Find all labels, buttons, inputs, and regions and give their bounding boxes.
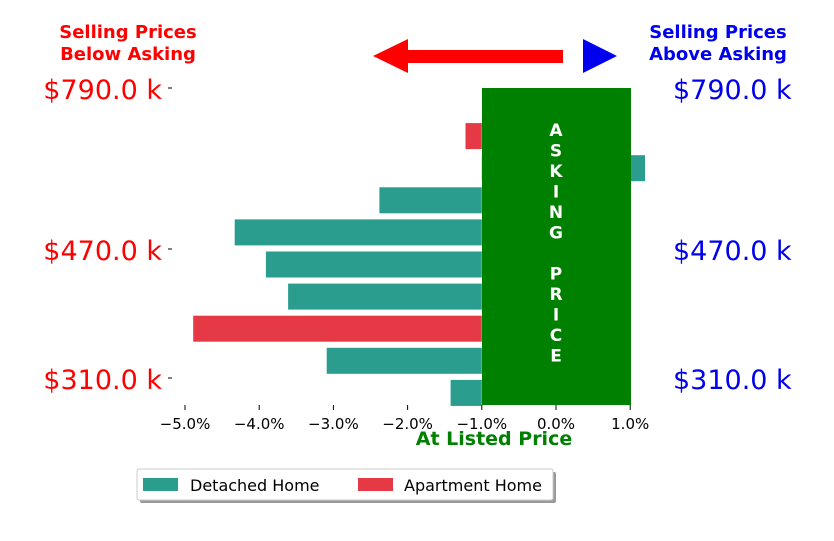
left-price-label-310: $310.0 k: [43, 365, 162, 396]
x-tick-label: −5.0%: [160, 415, 211, 433]
asking-letter: R: [549, 285, 562, 305]
asking-letter: E: [550, 347, 562, 367]
bar-detached-8: [326, 347, 482, 374]
x-axis-label: At Listed Price: [416, 428, 572, 450]
bar-detached-5: [265, 251, 482, 278]
legend: Detached Home Apartment Home: [136, 468, 556, 503]
asking-letter: G: [549, 224, 563, 244]
bar-detached-9: [450, 379, 482, 406]
bar-detached-4: [234, 219, 482, 246]
left-arrow-icon: [373, 39, 563, 73]
below-asking-label-line1: Selling Prices: [59, 22, 196, 43]
below-asking-label-line2: Below Asking: [60, 44, 196, 65]
bar-detached-3: [379, 187, 482, 214]
right-arrow-icon: [583, 39, 617, 73]
asking-letter: A: [549, 121, 563, 141]
bar-apartment-7: [193, 315, 482, 342]
left-price-label-470: $470.0 k: [43, 236, 162, 267]
above-asking-label-line2: Above Asking: [649, 44, 787, 65]
right-price-label-310: $310.0 k: [673, 365, 792, 396]
asking-letter: C: [550, 326, 562, 346]
above-asking-label-line1: Selling Prices: [649, 22, 786, 43]
x-tick-label: −2.0%: [382, 415, 433, 433]
right-price-label-790: $790.0 k: [673, 75, 792, 106]
x-tick-label: 1.0%: [611, 415, 649, 433]
legend-label-detached: Detached Home: [190, 476, 320, 495]
x-axis-ticks: −5.0% −4.0% −3.0% −2.0% −1.0% 0.0% 1.0%: [160, 405, 649, 433]
bar-apartment-1: [465, 123, 482, 150]
legend-label-apartment: Apartment Home: [404, 476, 542, 495]
x-tick-label: −4.0%: [234, 415, 285, 433]
legend-swatch-detached: [143, 478, 178, 491]
x-tick-label: −1.0%: [456, 415, 507, 433]
asking-letter: S: [550, 142, 562, 162]
left-price-label-790: $790.0 k: [43, 75, 162, 106]
bar-detached-6: [288, 283, 482, 310]
asking-letter: P: [550, 265, 562, 285]
x-tick-label: −3.0%: [308, 415, 359, 433]
x-tick-label: 0.0%: [537, 415, 575, 433]
asking-letter: I: [553, 306, 559, 326]
asking-price-band: [482, 88, 631, 405]
legend-swatch-apartment: [358, 478, 393, 491]
right-price-label-470: $470.0 k: [673, 236, 792, 267]
asking-letter: N: [549, 203, 563, 223]
asking-letter: K: [549, 162, 563, 182]
asking-letter: I: [553, 183, 559, 203]
